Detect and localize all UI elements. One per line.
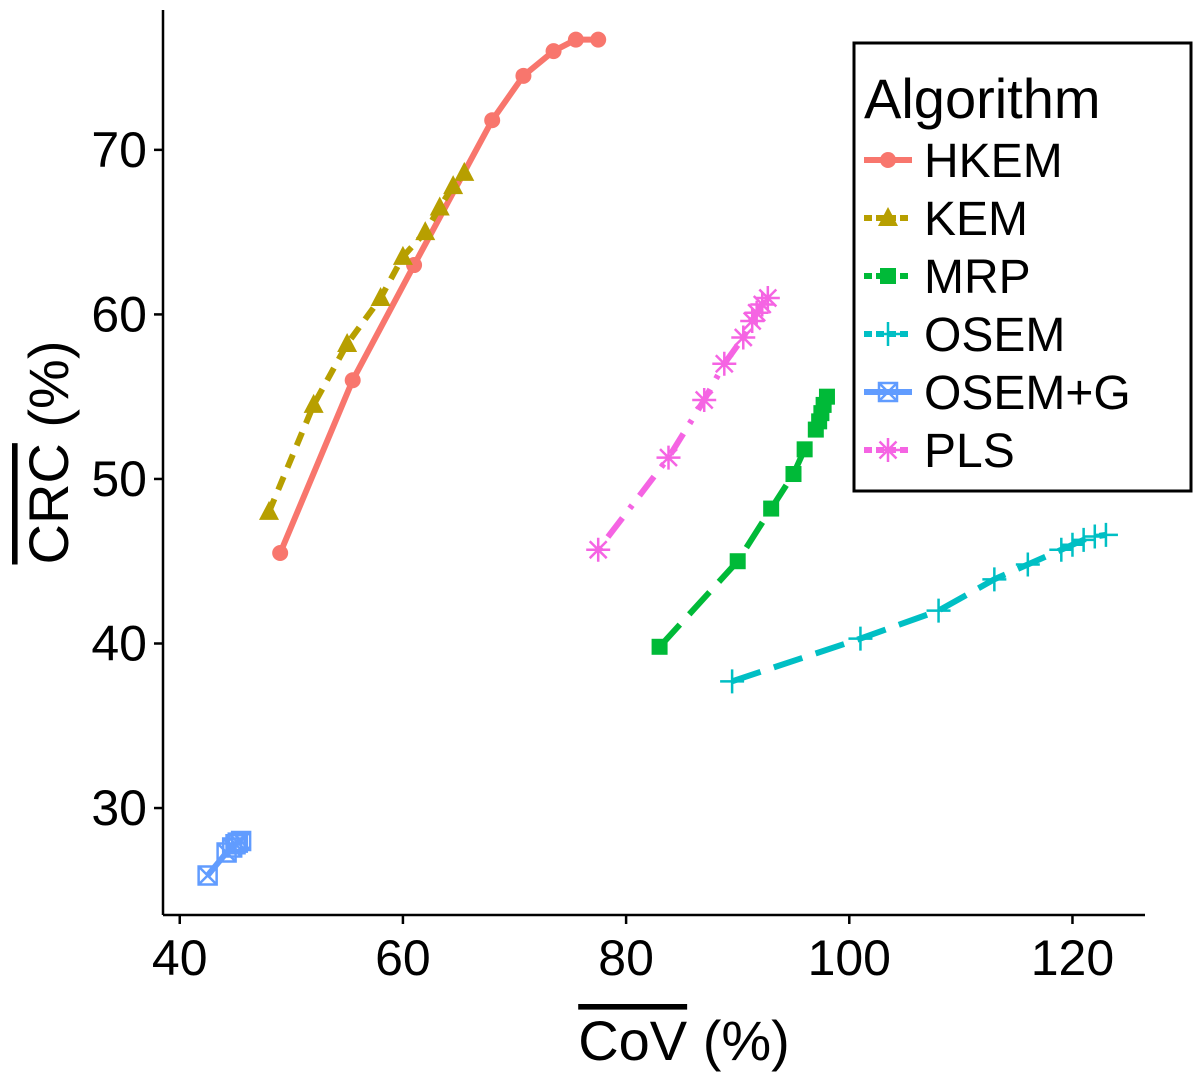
x-tick-label: 40	[152, 930, 208, 986]
x-axis-title: CoV (%)	[578, 1009, 790, 1072]
data-point-mrp	[651, 638, 668, 655]
y-axis-title-unit: (%)	[17, 341, 80, 444]
x-axis-title-unit: (%)	[687, 1009, 790, 1072]
legend-swatch-marker-kem	[878, 207, 898, 226]
legend-label-osem-g: OSEM+G	[924, 367, 1131, 420]
legend-swatch-marker-pls	[876, 438, 900, 462]
data-point-pls	[586, 537, 611, 562]
data-point-pls	[731, 325, 756, 350]
data-point-pls	[740, 308, 765, 333]
x-tick-label: 120	[1031, 930, 1114, 986]
data-point-hkem	[515, 67, 532, 84]
y-axis-title: CRC (%)	[17, 341, 80, 565]
series-layer	[197, 31, 1118, 886]
data-point-pls	[692, 387, 717, 412]
data-point-osem	[1015, 552, 1040, 577]
legend-item-osem-g: OSEM+G	[864, 367, 1131, 420]
series-osem	[720, 522, 1118, 694]
legend-item-osem: OSEM	[864, 309, 1065, 362]
data-point-osem	[1082, 524, 1107, 549]
data-point-pls	[712, 351, 737, 376]
series-line-osem	[731, 531, 1107, 685]
data-point-mrp	[796, 441, 813, 458]
x-tick-label: 60	[375, 930, 431, 986]
y-tick-label: 70	[91, 122, 147, 178]
series-pls	[586, 285, 780, 562]
legend-swatch-marker-osem	[876, 322, 900, 346]
data-point-osem	[848, 626, 873, 651]
y-tick-label: 40	[91, 616, 147, 672]
x-axis-title-abbr: CoV	[578, 1009, 688, 1072]
data-point-mrp	[729, 553, 746, 570]
x-tick-label: 80	[598, 930, 654, 986]
y-tick-label: 30	[91, 780, 147, 836]
data-point-hkem	[545, 43, 562, 60]
legend-title: Algorithm	[864, 67, 1101, 130]
data-point-kem	[303, 393, 324, 413]
data-point-osem	[1071, 527, 1096, 552]
data-point-osem-g	[197, 865, 218, 886]
data-point-hkem	[590, 31, 607, 48]
legend-item-mrp: MRP	[864, 251, 1031, 304]
series-mrp	[651, 388, 835, 655]
data-point-osem	[926, 598, 951, 623]
data-point-kem	[259, 500, 280, 520]
data-point-kem	[454, 161, 475, 181]
y-axis-title-abbr: CRC	[17, 443, 80, 564]
legend-swatch-marker-hkem	[880, 152, 896, 168]
data-point-kem	[337, 333, 358, 353]
legend-swatch-marker-mrp	[880, 268, 896, 284]
series-kem	[259, 161, 475, 520]
data-point-osem	[1060, 532, 1085, 557]
legend-label-kem: KEM	[924, 193, 1028, 246]
legend-item-hkem: HKEM	[864, 135, 1063, 188]
data-point-kem	[429, 196, 450, 216]
data-point-pls	[656, 445, 681, 470]
legend-swatch-marker-osem-g	[877, 381, 899, 403]
data-point-osem	[982, 567, 1007, 592]
data-point-kem	[392, 245, 413, 265]
series-line-hkem	[277, 36, 599, 555]
legend-label-mrp: MRP	[924, 251, 1031, 304]
legend-item-pls: PLS	[864, 425, 1015, 478]
data-point-osem	[1093, 522, 1118, 547]
data-point-osem-g	[230, 830, 252, 852]
data-point-kem	[370, 286, 391, 306]
legend-label-pls: PLS	[924, 425, 1015, 478]
y-tick-label: 60	[91, 286, 147, 342]
series-line-mrp	[657, 395, 830, 649]
data-point-kem	[443, 175, 464, 195]
data-point-hkem	[567, 31, 584, 48]
data-point-hkem	[484, 112, 501, 129]
series-hkem	[272, 31, 607, 561]
data-point-mrp	[818, 388, 835, 405]
axis-titles: CoV (%)CRC (%)	[17, 341, 790, 1072]
data-point-pls	[755, 285, 780, 310]
data-point-mrp	[785, 466, 802, 483]
legend-item-kem: KEM	[864, 193, 1028, 246]
legend-box	[852, 41, 1193, 493]
data-point-pls	[744, 300, 769, 325]
data-point-osem	[720, 669, 745, 694]
y-tick-label: 50	[91, 451, 147, 507]
series-osem-g	[197, 830, 252, 886]
legend-label-hkem: HKEM	[924, 135, 1063, 188]
data-point-kem	[415, 221, 436, 241]
x-tick-label: 100	[808, 930, 891, 986]
data-point-osem	[1049, 537, 1074, 562]
data-point-hkem	[272, 545, 289, 561]
data-point-mrp	[763, 500, 780, 517]
axes-layer: 40 60 80 100 120 30 40 50 60 70	[91, 10, 1145, 986]
legend-label-osem: OSEM	[924, 309, 1065, 362]
data-point-hkem	[344, 372, 361, 389]
